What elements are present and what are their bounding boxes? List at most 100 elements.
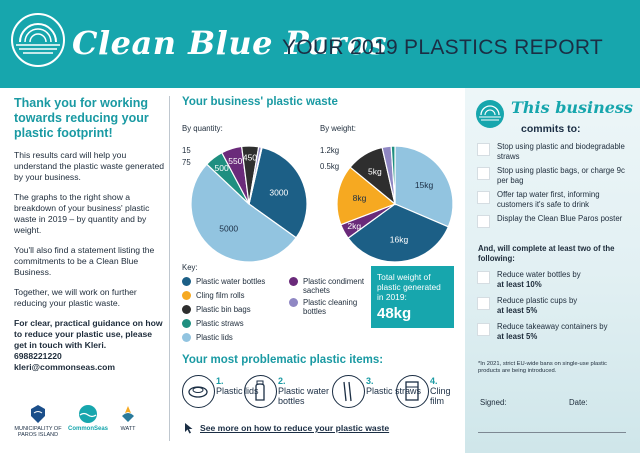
thanks-heading: Thank you for working towards reducing y… bbox=[14, 96, 149, 140]
commitment-checkbox[interactable] bbox=[477, 143, 490, 156]
key-label: Plastic water bottles bbox=[196, 277, 266, 286]
problem-item-4: 4. Cling film bbox=[430, 376, 451, 406]
key-item: Plastic water bottles bbox=[182, 277, 292, 286]
commitment-item[interactable]: Offer tap water first, informing custome… bbox=[477, 190, 637, 209]
report-title: YOUR 2019 PLASTICS REPORT bbox=[282, 36, 604, 59]
pie-data-label: 550 bbox=[228, 156, 242, 166]
optional-commitment-checkbox[interactable] bbox=[477, 297, 490, 310]
contact-email[interactable]: kleri@commonseas.com bbox=[14, 362, 116, 372]
cursor-pointer-icon bbox=[185, 423, 193, 434]
key-swatch bbox=[289, 298, 298, 307]
total-weight-value: 48kg bbox=[377, 305, 412, 322]
commitment-item[interactable]: Display the Clean Blue Paros poster bbox=[477, 214, 637, 228]
date-label: Date: bbox=[569, 398, 588, 407]
problem-item-2: 2. Plastic water bottles bbox=[278, 376, 330, 406]
reduce-waste-link[interactable]: See more on how to reduce your plastic w… bbox=[200, 423, 390, 433]
problem-item-3: 3. Plastic straws bbox=[366, 376, 422, 396]
commitment-checkbox[interactable] bbox=[477, 167, 490, 180]
key-swatch bbox=[182, 319, 191, 328]
wt-label-0-5kg: 0.5kg bbox=[320, 162, 340, 171]
sun-waves-small-logo-icon bbox=[476, 100, 504, 128]
key-item: Cling film rolls bbox=[182, 291, 292, 300]
key-item: Plastic condiment sachets bbox=[289, 277, 367, 295]
signature-line[interactable] bbox=[478, 432, 626, 433]
pie-slice bbox=[248, 146, 263, 205]
sun-waves-logo-icon bbox=[11, 13, 65, 67]
commitments-heading: This business bbox=[511, 98, 633, 117]
pie-slice bbox=[394, 145, 454, 228]
together-paragraph: Together, we will work on further reduci… bbox=[14, 287, 137, 308]
optional-commitment-item[interactable]: Reduce water bottles by at least 10% bbox=[477, 270, 637, 289]
optional-commitments-heading: And, will complete at least two of the f… bbox=[478, 244, 615, 263]
key-item: Plastic cleaning bottles bbox=[289, 298, 367, 316]
problem-item-1: 1. Plastic lids bbox=[216, 376, 259, 396]
graphs-paragraph: The graphs to the right show a breakdown… bbox=[14, 192, 150, 235]
commonseas-wave-icon bbox=[79, 405, 97, 423]
paros-crest-icon bbox=[31, 405, 45, 423]
key-swatch bbox=[182, 333, 191, 342]
pie-data-label: 16kg bbox=[390, 235, 409, 245]
commitment-checkbox[interactable] bbox=[477, 191, 490, 204]
key-swatch bbox=[182, 305, 191, 314]
problem-items-title: Your most problematic plastic items: bbox=[182, 354, 384, 366]
pie-slice bbox=[248, 146, 308, 239]
pie-slice bbox=[347, 203, 450, 263]
pie-data-label: 450 bbox=[243, 153, 257, 163]
commonseas-logo: CommonSeas bbox=[66, 404, 110, 432]
pie-slice bbox=[336, 166, 397, 226]
key-label: Cling film rolls bbox=[196, 291, 245, 300]
key-swatch bbox=[289, 277, 298, 286]
key-title: Key: bbox=[182, 263, 198, 272]
by-quantity-label: By quantity: bbox=[182, 124, 223, 133]
total-weight-box: Total weight of plastic generated in 201… bbox=[371, 266, 454, 328]
pie-data-label: 2kg bbox=[347, 221, 361, 231]
key-swatch bbox=[182, 291, 191, 300]
key-label: Plastic condiment sachets bbox=[303, 277, 365, 295]
water-bottle-icon bbox=[244, 375, 277, 408]
key-swatch bbox=[182, 277, 191, 286]
qty-label-15: 15 bbox=[182, 146, 191, 155]
cling-film-icon bbox=[396, 375, 429, 408]
key-label: Plastic cleaning bottles bbox=[303, 298, 358, 316]
weight-pie-chart: 15kg 16kg 2kg 8kg 5kg bbox=[336, 145, 454, 263]
key-label: Plastic straws bbox=[196, 319, 244, 328]
commitment-item[interactable]: Stop using plastic and biodegradable str… bbox=[477, 142, 637, 161]
pie-data-label: 500 bbox=[214, 163, 228, 173]
lid-icon bbox=[182, 375, 215, 408]
pie-data-label: 15kg bbox=[415, 180, 434, 190]
optional-commitment-checkbox[interactable] bbox=[477, 271, 490, 284]
pie-data-label: 5000 bbox=[219, 224, 238, 234]
column-divider bbox=[169, 96, 170, 441]
intro-column: Thank you for working towards reducing y… bbox=[14, 96, 164, 373]
paros-municipality-logo: MUNICIPALITY OF PAROS ISLAND bbox=[14, 404, 62, 438]
key-item: Plastic straws bbox=[182, 319, 292, 328]
header-banner: Clean Blue Paros YOUR 2019 PLASTICS REPO… bbox=[0, 0, 640, 88]
straw-icon bbox=[332, 375, 365, 408]
intro-paragraph: This results card will help you understa… bbox=[14, 150, 165, 182]
optional-commitment-item[interactable]: Reduce plastic cups by at least 5% bbox=[477, 296, 637, 315]
optional-commitment-item[interactable]: Reduce takeaway containers by at least 5% bbox=[477, 322, 637, 341]
waste-section-title: Your business' plastic waste bbox=[182, 96, 338, 108]
commitments-subheading: commits to: bbox=[521, 123, 581, 135]
pie-data-label: 8kg bbox=[353, 193, 367, 203]
key-label: Plastic lids bbox=[196, 333, 233, 342]
signed-label: Signed: bbox=[480, 398, 507, 407]
watt-logo: WATT bbox=[114, 404, 142, 432]
brand-name: Clean Blue Paros bbox=[72, 24, 388, 62]
pie-data-label: 5kg bbox=[368, 166, 382, 176]
by-weight-label: By weight: bbox=[320, 124, 356, 133]
optional-commitment-checkbox[interactable] bbox=[477, 323, 490, 336]
pie-slice bbox=[190, 163, 297, 263]
watt-mark-icon bbox=[122, 406, 134, 422]
key-item: Plastic lids bbox=[182, 333, 292, 342]
contact-phone[interactable]: 6988221220 bbox=[14, 351, 62, 361]
commitment-item[interactable]: Stop using plastic bags, or charge 9c pe… bbox=[477, 166, 637, 185]
guidance-paragraph: For clear, practical guidance on how to … bbox=[14, 318, 163, 350]
qty-label-75: 75 bbox=[182, 158, 191, 167]
commitment-checkbox[interactable] bbox=[477, 215, 490, 228]
wt-label-1-2kg: 1.2kg bbox=[320, 146, 340, 155]
eu-ban-footnote: *In 2021, strict EU-wide bans on single-… bbox=[478, 361, 607, 374]
key-item: Plastic bin bags bbox=[182, 305, 292, 314]
total-weight-label: Total weight of plastic generated in 201… bbox=[377, 272, 441, 302]
